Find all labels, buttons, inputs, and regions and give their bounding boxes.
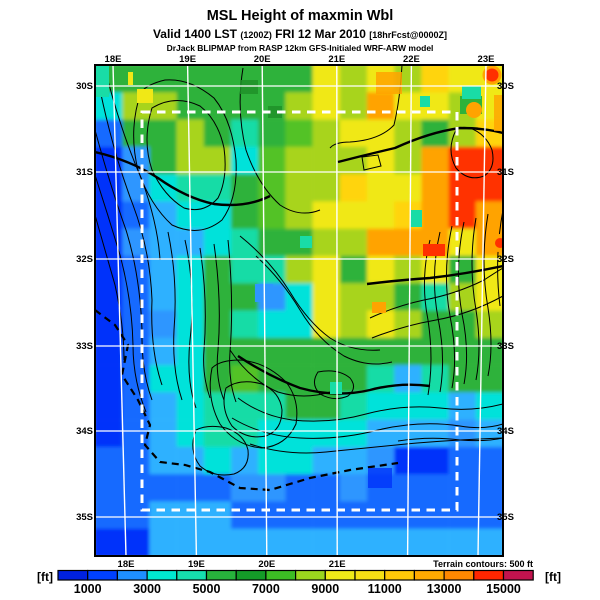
svg-text:21E: 21E [329,559,346,570]
svg-text:19E: 19E [179,54,196,65]
svg-text:Terrain contours: 500 ft: Terrain contours: 500 ft [433,559,533,569]
svg-text:18E: 18E [118,559,135,570]
svg-text:[ft]: [ft] [545,570,561,584]
svg-text:15000: 15000 [486,582,521,596]
svg-text:19E: 19E [188,559,205,570]
svg-text:33S: 33S [76,341,93,352]
svg-text:30S: 30S [497,81,514,92]
svg-text:Valid 1400 LST (1200Z) FRI 12: Valid 1400 LST (1200Z) FRI 12 Mar 2010 [… [153,27,447,41]
svg-text:7000: 7000 [252,582,280,596]
svg-text:34S: 34S [76,426,93,437]
svg-text:21E: 21E [328,54,345,65]
svg-text:35S: 35S [497,512,514,523]
svg-text:DrJack BLIPMAP from RASP 12km: DrJack BLIPMAP from RASP 12km GFS-Initia… [167,43,434,53]
svg-text:13000: 13000 [427,582,462,596]
svg-text:MSL Height of maxmin Wbl: MSL Height of maxmin Wbl [207,8,394,24]
svg-text:20E: 20E [258,559,275,570]
svg-text:20E: 20E [254,54,271,65]
svg-text:[ft]: [ft] [37,570,53,584]
svg-text:35S: 35S [76,512,93,523]
svg-text:5000: 5000 [193,582,221,596]
svg-text:22E: 22E [403,54,420,65]
svg-text:30S: 30S [76,81,93,92]
svg-text:32S: 32S [497,254,514,265]
svg-text:34S: 34S [497,426,514,437]
svg-text:9000: 9000 [311,582,339,596]
svg-text:33S: 33S [497,341,514,352]
svg-text:32S: 32S [76,254,93,265]
svg-text:31S: 31S [497,167,514,178]
svg-text:18E: 18E [105,54,122,65]
svg-text:11000: 11000 [368,582,402,596]
svg-text:31S: 31S [76,167,93,178]
svg-text:23E: 23E [478,54,495,65]
svg-text:3000: 3000 [133,582,161,596]
svg-text:1000: 1000 [74,582,102,596]
